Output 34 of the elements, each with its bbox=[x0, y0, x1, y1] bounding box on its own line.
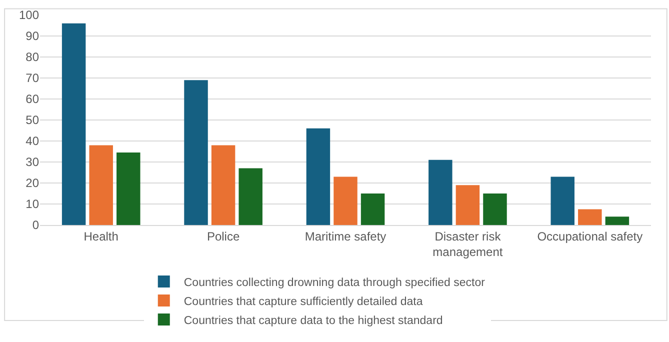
x-tick-label: Maritime safety bbox=[304, 229, 386, 244]
x-tick-label: Police bbox=[206, 229, 240, 244]
bar bbox=[428, 160, 452, 225]
bar bbox=[184, 80, 208, 225]
bar bbox=[578, 209, 602, 225]
y-tick-label: 50 bbox=[26, 113, 40, 128]
bar bbox=[605, 216, 630, 225]
y-tick-label: 80 bbox=[26, 50, 40, 64]
legend-label: Countries collecting drowning data through specified sector bbox=[184, 276, 486, 289]
y-tick-label: 30 bbox=[26, 155, 40, 170]
bar bbox=[483, 194, 507, 225]
x-tick-label: Disaster risk management bbox=[432, 229, 504, 259]
bar bbox=[360, 194, 385, 225]
bar bbox=[116, 152, 140, 225]
y-tick-label: 60 bbox=[26, 92, 40, 106]
x-tick-label: Occupational safety bbox=[537, 229, 643, 244]
bar bbox=[89, 145, 113, 225]
y-tick-label: 90 bbox=[26, 29, 40, 44]
y-tick-label: 100 bbox=[18, 8, 40, 22]
bar bbox=[238, 168, 262, 225]
bar bbox=[334, 176, 358, 225]
bar bbox=[211, 145, 236, 225]
bar bbox=[456, 185, 480, 225]
legend-label: Countries that capture data to the highest standard bbox=[184, 314, 443, 327]
y-tick-label: 70 bbox=[26, 71, 40, 86]
y-tick-label: 10 bbox=[26, 197, 40, 212]
y-tick-label: 40 bbox=[26, 134, 40, 148]
y-tick-label: 0 bbox=[32, 218, 40, 232]
legend-label: Countries that capture sufficiently detailed data bbox=[184, 296, 424, 308]
x-tick-label: Health bbox=[84, 229, 118, 244]
y-tick-label: 20 bbox=[26, 176, 40, 190]
bar bbox=[550, 176, 574, 225]
bar bbox=[62, 23, 86, 225]
bar bbox=[306, 128, 330, 225]
